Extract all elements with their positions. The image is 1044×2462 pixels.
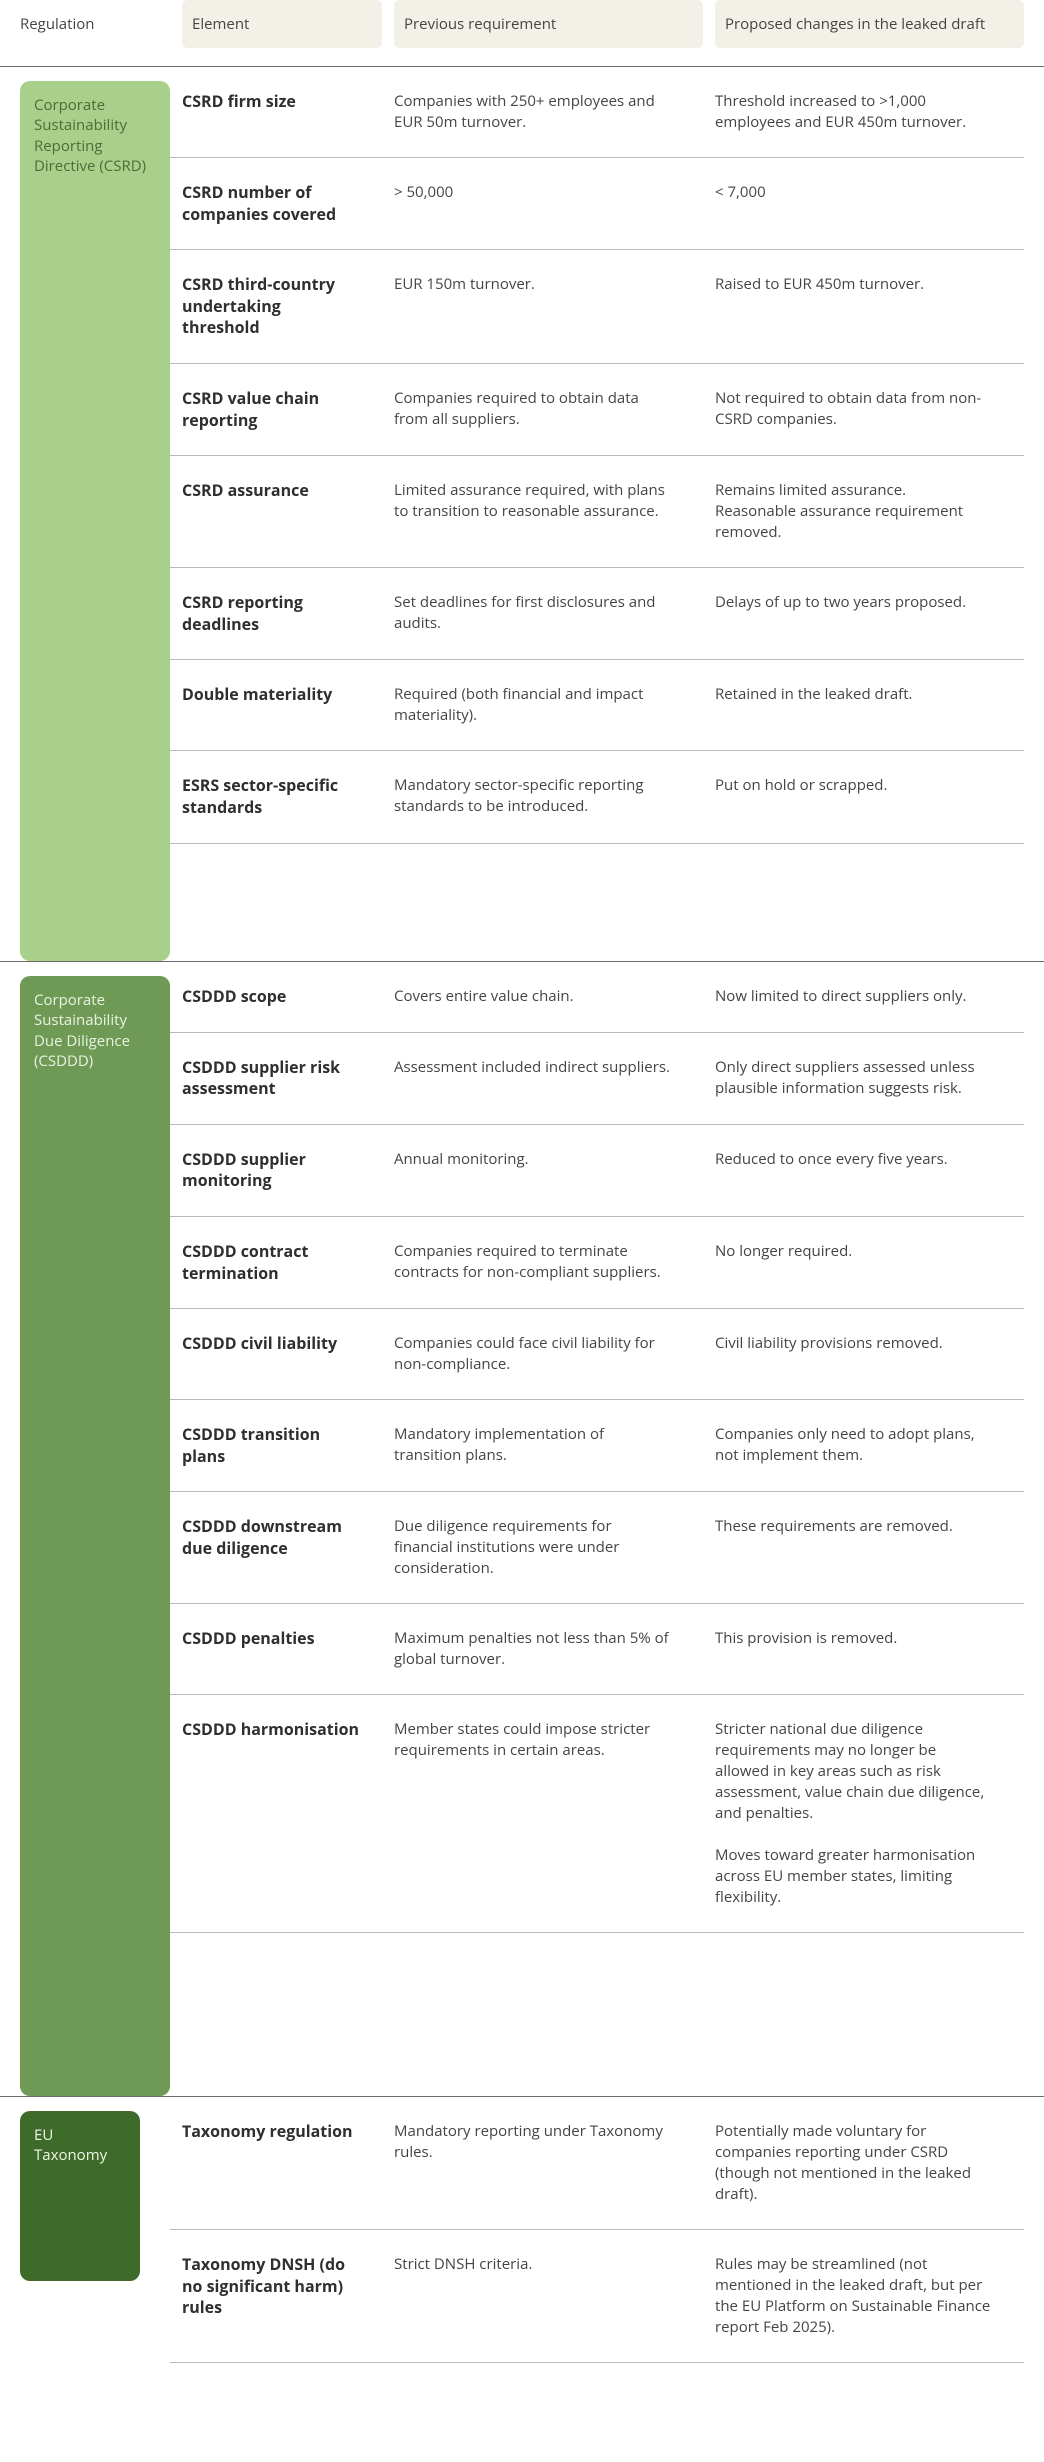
- header-element: Element: [182, 0, 382, 48]
- table-row: Taxonomy regulationMandatory reporting u…: [170, 2097, 1024, 2230]
- table-row: CSDDD contract termination Companies requ…: [170, 1217, 1024, 1309]
- element-cell: CSDDD contract termination: [182, 1241, 382, 1284]
- proposed-cell: Now limited to direct suppliers only.: [715, 986, 1024, 1008]
- proposed-cell: Put on hold or scrapped.: [715, 775, 1024, 818]
- table-row: CSRD value chain reporting Companies requ…: [170, 364, 1024, 456]
- table-row: CSDDD downstream due diligenceDue dilige…: [170, 1492, 1024, 1604]
- table-row: CSDDD supplier risk assessment Assessment…: [170, 1033, 1024, 1125]
- previous-cell: Companies required to obtain data from a…: [394, 388, 703, 431]
- header-proposed: Proposed changes in the leaked draft: [715, 0, 1024, 48]
- previous-cell: Mandatory sector-specific reporting stan…: [394, 775, 703, 818]
- proposed-cell: Not required to obtain data from non-CSR…: [715, 388, 1024, 431]
- element-cell: CSRD firm size: [182, 91, 382, 133]
- table-row: ESRS sector-specific standards Mandatory …: [170, 751, 1024, 843]
- previous-cell: Companies required to terminate contract…: [394, 1241, 703, 1284]
- element-cell: CSDDD transition plans: [182, 1424, 382, 1467]
- previous-cell: Assessment included indirect suppliers.: [394, 1057, 703, 1100]
- table-row: CSDDD supplier monitoring Annual monitori…: [170, 1125, 1024, 1217]
- element-cell: CSDDD supplier monitoring: [182, 1149, 382, 1192]
- element-cell: CSDDD harmonisation: [182, 1719, 382, 1908]
- table-row: CSRD firm size Companies with 250+ employ…: [170, 67, 1024, 158]
- section-csrd: Corporate Sustainability Reporting Direc…: [0, 67, 1044, 961]
- element-cell: CSRD reporting deadlines: [182, 592, 382, 635]
- table-row: CSRD number of companies covered > 50,00…: [170, 158, 1024, 250]
- previous-cell: Companies with 250+ employees and EUR 50…: [394, 91, 703, 133]
- table-row: CSRD assuranceLimited assurance required…: [170, 456, 1024, 568]
- previous-cell: Member states could impose stricter requ…: [394, 1719, 703, 1908]
- table-row: Double materiality Required (both financi…: [170, 660, 1024, 751]
- regulation-pill-csrd: Corporate Sustainability Reporting Direc…: [20, 81, 170, 961]
- table-row: CSDDD harmonisationMember states could i…: [170, 1695, 1024, 1933]
- proposed-cell: Remains limited assurance. Reasonable as…: [715, 480, 1024, 543]
- previous-cell: Limited assurance required, with plans t…: [394, 480, 703, 543]
- proposed-cell: < 7,000: [715, 182, 1024, 225]
- element-cell: CSDDD penalties: [182, 1628, 382, 1670]
- proposed-cell: Delays of up to two years proposed.: [715, 592, 1024, 635]
- previous-cell: Mandatory implementation of transition p…: [394, 1424, 703, 1467]
- table-header-row: Regulation Element Previous requirement …: [0, 0, 1044, 67]
- previous-cell: Required (both financial and impact mate…: [394, 684, 703, 726]
- rows-csrd: CSRD firm size Companies with 250+ employ…: [170, 67, 1024, 961]
- element-cell: CSRD number of companies covered: [182, 182, 382, 225]
- previous-cell: Covers entire value chain.: [394, 986, 703, 1008]
- element-cell: CSDDD scope: [182, 986, 382, 1008]
- element-cell: CSDDD civil liability: [182, 1333, 382, 1375]
- previous-cell: Annual monitoring.: [394, 1149, 703, 1192]
- previous-cell: Companies could face civil liability for…: [394, 1333, 703, 1375]
- element-cell: CSRD assurance: [182, 480, 382, 543]
- element-cell: Double materiality: [182, 684, 382, 726]
- table-row: CSDDD civil liability Companies could fac…: [170, 1309, 1024, 1400]
- previous-cell: Maximum penalties not less than 5% of gl…: [394, 1628, 703, 1670]
- section-eutax: EU TaxonomyTaxonomy regulationMandatory …: [0, 2096, 1044, 2363]
- element-cell: CSDDD downstream due diligence: [182, 1516, 382, 1579]
- header-previous: Previous requirement: [394, 0, 703, 48]
- element-cell: CSDDD supplier risk assessment: [182, 1057, 382, 1100]
- element-cell: ESRS sector-specific standards: [182, 775, 382, 818]
- element-cell: Taxonomy regulation: [182, 2121, 382, 2205]
- proposed-cell: No longer required.: [715, 1241, 1024, 1284]
- rows-eutax: Taxonomy regulationMandatory reporting u…: [170, 2097, 1024, 2363]
- table-row: CSRD third-country undertaking threshold…: [170, 250, 1024, 364]
- regulation-pill-csddd: Corporate Sustainability Due Diligence (…: [20, 976, 170, 2096]
- proposed-cell: Rules may be streamlined (not mentioned …: [715, 2254, 1024, 2338]
- table-row: CSDDD penalties Maximum penalties not les…: [170, 1604, 1024, 1695]
- previous-cell: Set deadlines for first disclosures and …: [394, 592, 703, 635]
- proposed-cell: Reduced to once every five years.: [715, 1149, 1024, 1192]
- table-row: CSRD reporting deadlines Set deadlines fo…: [170, 568, 1024, 660]
- proposed-cell: Stricter national due diligence requirem…: [715, 1719, 1024, 1908]
- element-cell: CSRD value chain reporting: [182, 388, 382, 431]
- table-row: CSDDD transition plans Mandatory implemen…: [170, 1400, 1024, 1492]
- rows-csddd: CSDDD scope Covers entire value chain. Now…: [170, 962, 1024, 2096]
- proposed-cell: This provision is removed.: [715, 1628, 1024, 1670]
- previous-cell: > 50,000: [394, 182, 703, 225]
- regulation-pill-eutax: EU Taxonomy: [20, 2111, 140, 2281]
- previous-cell: Due diligence requirements for financial…: [394, 1516, 703, 1579]
- element-cell: CSRD third-country undertaking threshold: [182, 274, 382, 339]
- proposed-cell: These requirements are removed.: [715, 1516, 1024, 1579]
- proposed-cell: Only direct suppliers assessed unless pl…: [715, 1057, 1024, 1100]
- proposed-cell: Civil liability provisions removed.: [715, 1333, 1024, 1375]
- proposed-cell: Raised to EUR 450m turnover.: [715, 274, 1024, 339]
- table-row: Taxonomy DNSH (do no significant harm) r…: [170, 2230, 1024, 2363]
- table-row: CSDDD scope Covers entire value chain. Now…: [170, 962, 1024, 1033]
- proposed-cell: Companies only need to adopt plans, not …: [715, 1424, 1024, 1467]
- regulation-table: Regulation Element Previous requirement …: [0, 0, 1044, 2363]
- proposed-cell: Potentially made voluntary for companies…: [715, 2121, 1024, 2205]
- element-cell: Taxonomy DNSH (do no significant harm) r…: [182, 2254, 382, 2338]
- header-regulation: Regulation: [20, 0, 170, 48]
- previous-cell: Mandatory reporting under Taxonomy rules…: [394, 2121, 703, 2205]
- proposed-cell: Threshold increased to >1,000 employees …: [715, 91, 1024, 133]
- previous-cell: EUR 150m turnover.: [394, 274, 703, 339]
- previous-cell: Strict DNSH criteria.: [394, 2254, 703, 2338]
- section-csddd: Corporate Sustainability Due Diligence (…: [0, 961, 1044, 2096]
- proposed-cell: Retained in the leaked draft.: [715, 684, 1024, 726]
